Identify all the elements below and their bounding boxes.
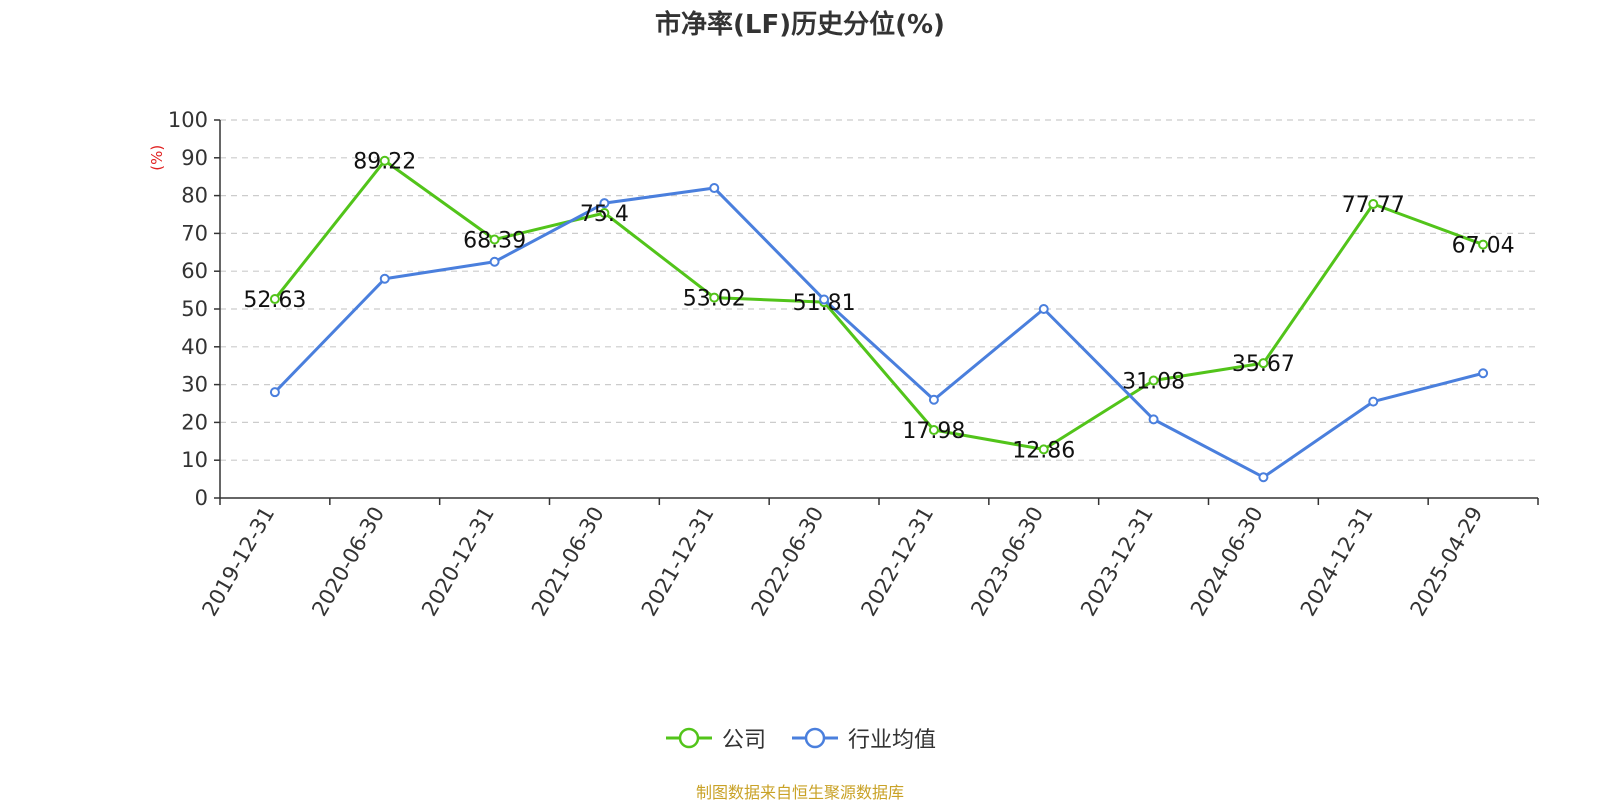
data-point <box>599 198 610 209</box>
data-label: 52.63 <box>243 288 306 313</box>
data-point <box>709 292 720 303</box>
data-point <box>1478 368 1489 379</box>
data-point <box>1148 414 1159 425</box>
data-point <box>379 155 390 166</box>
y-tick-label: 90 <box>181 146 208 170</box>
legend-item[interactable]: 行业均值 <box>790 722 936 754</box>
data-label: 35.67 <box>1232 352 1295 377</box>
data-point <box>1478 239 1489 250</box>
data-point <box>379 273 390 284</box>
series-line-2 <box>273 186 1484 479</box>
data-point <box>1038 304 1049 314</box>
legend-label: 行业均值 <box>848 728 937 753</box>
y-tick-label: 10 <box>181 448 208 472</box>
y-tick-label: 30 <box>181 373 208 397</box>
x-tick-label: 2022-12-31 <box>856 503 938 621</box>
data-point <box>489 256 500 267</box>
y-tick-label: 20 <box>181 410 208 434</box>
y-axis-label: (%) <box>148 145 166 171</box>
data-point <box>269 387 280 398</box>
data-point <box>1368 396 1379 407</box>
data-label: 31.08 <box>1122 370 1185 395</box>
data-point <box>819 294 830 305</box>
data-point <box>709 183 720 194</box>
y-tick-label: 50 <box>181 297 208 321</box>
source-note: 制图数据来自恒生聚源数据库 <box>695 783 904 802</box>
data-point <box>1368 199 1379 210</box>
data-point <box>1258 472 1269 483</box>
x-tick-label: 2024-12-31 <box>1296 503 1378 621</box>
y-tick-label: 100 <box>168 108 208 132</box>
data-point <box>1038 444 1049 455</box>
data-label: 17.98 <box>902 419 965 444</box>
data-point <box>599 207 610 218</box>
line-chart: 0 10 20 30 40 50 60 70 80 90 100(%) 2019-12-31 2020-… <box>148 108 1539 621</box>
data-point <box>1148 375 1159 386</box>
data-label: 51.81 <box>793 291 856 316</box>
data-label: 53.02 <box>683 287 746 312</box>
y-tick-label: 40 <box>181 335 208 359</box>
y-tick-label: 60 <box>181 259 208 283</box>
x-tick-label: 2021-12-31 <box>637 503 719 621</box>
x-tick-label: 2021-06-30 <box>527 503 609 621</box>
y-tick-label: 0 <box>195 486 208 510</box>
legend-label: 公司 <box>721 728 766 753</box>
legend-item[interactable]: 公司 <box>664 722 766 754</box>
data-point <box>1258 358 1269 369</box>
data-label: 89.22 <box>353 150 416 175</box>
data-point <box>928 425 939 436</box>
data-label: 75.4 <box>580 202 629 227</box>
data-point <box>928 394 939 405</box>
x-tick-label: 2023-06-30 <box>966 503 1048 621</box>
x-tick-label: 2023-12-31 <box>1076 503 1158 621</box>
series-line-1 <box>273 159 1484 451</box>
x-tick-label: 2025-04-29 <box>1406 503 1488 621</box>
x-tick-label: 2020-12-31 <box>417 503 499 621</box>
data-point <box>489 234 500 245</box>
data-point <box>269 294 280 305</box>
legend-marker-icon <box>792 727 838 749</box>
chart-title: 市净率(LF)历史分位(%) <box>655 10 945 40</box>
y-tick-label: 80 <box>181 184 208 208</box>
x-tick-label: 2022-06-30 <box>747 503 829 621</box>
x-tick-label: 2024-06-30 <box>1186 503 1268 621</box>
data-label: 67.04 <box>1452 234 1515 259</box>
data-label: 77.77 <box>1342 193 1405 218</box>
y-tick-label: 70 <box>181 221 208 245</box>
x-tick-label: 2020-06-30 <box>307 503 389 621</box>
legend: 公司 行业均值 <box>0 722 1600 754</box>
x-tick-label: 2019-12-31 <box>197 503 279 621</box>
legend-marker-icon <box>665 727 712 749</box>
data-label: 68.39 <box>463 228 526 253</box>
data-label: 12.86 <box>1012 438 1075 463</box>
